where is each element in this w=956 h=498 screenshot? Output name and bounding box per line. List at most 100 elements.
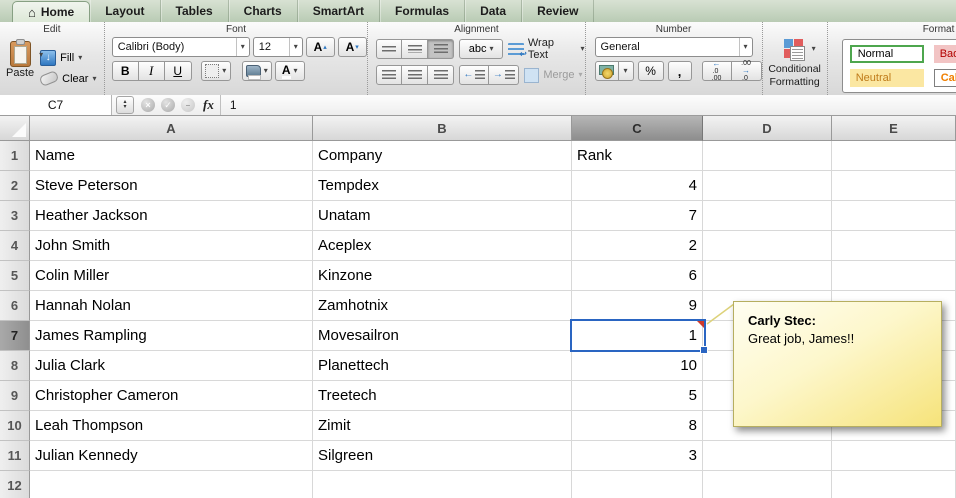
merge-button[interactable]: Merge ▾ <box>524 67 583 83</box>
cell-b4[interactable]: Aceplex <box>313 231 572 261</box>
fill-button[interactable]: ↓ Fill ▾ <box>40 49 96 66</box>
column-header-e[interactable]: E <box>832 116 956 141</box>
formula-builder-button[interactable]: – <box>181 98 195 112</box>
cell-b9[interactable]: Treetech <box>313 381 572 411</box>
cell-a5[interactable]: Colin Miller <box>30 261 313 291</box>
cell-a1[interactable]: Name <box>30 141 313 171</box>
cell-d3[interactable] <box>703 201 832 231</box>
cell-c7-selected[interactable]: 1 <box>572 321 703 351</box>
bold-button[interactable]: B <box>111 61 139 81</box>
cell-b6[interactable]: Zamhotnix <box>313 291 572 321</box>
name-box-stepper[interactable]: ▴ ▾ <box>116 96 134 114</box>
align-right-button[interactable] <box>428 65 455 85</box>
cell-a7[interactable]: James Rampling <box>30 321 313 351</box>
tab-layout[interactable]: Layout <box>90 0 161 22</box>
style-calculation[interactable]: Calculation <box>933 69 956 87</box>
cell-a8[interactable]: Julia Clark <box>30 351 313 381</box>
cell-c9[interactable]: 5 <box>572 381 703 411</box>
borders-button[interactable]: ▾ <box>200 61 231 81</box>
column-header-b[interactable]: B <box>313 116 572 141</box>
cell-e2[interactable] <box>832 171 956 201</box>
cell-c12[interactable] <box>572 471 703 498</box>
cell-b8[interactable]: Planettech <box>313 351 572 381</box>
decrease-decimal-button[interactable]: ← .0 .00 <box>701 60 732 82</box>
currency-dropdown-button[interactable]: ▾ <box>618 61 634 81</box>
style-neutral[interactable]: Neutral <box>849 69 924 87</box>
underline-button[interactable]: U <box>164 61 192 81</box>
fill-color-button[interactable]: ▾ <box>241 61 272 81</box>
wrap-text-button[interactable]: Wrap Text ▾ <box>508 37 585 61</box>
cell-a11[interactable]: Julian Kennedy <box>30 441 313 471</box>
decrease-indent-button[interactable]: ← <box>459 65 490 85</box>
font-family-select[interactable]: Calibri (Body) ▾ <box>111 37 250 57</box>
currency-button[interactable] <box>594 61 619 81</box>
cell-c5[interactable]: 6 <box>572 261 703 291</box>
tab-formulas[interactable]: Formulas <box>380 0 466 22</box>
row-header-11[interactable]: 11 <box>0 441 30 471</box>
cell-a4[interactable]: John Smith <box>30 231 313 261</box>
cell-b10[interactable]: Zimit <box>313 411 572 441</box>
fx-icon[interactable]: fx <box>203 97 214 112</box>
row-header-5[interactable]: 5 <box>0 261 30 291</box>
tab-tables[interactable]: Tables <box>161 0 229 22</box>
formula-input[interactable]: 1 <box>229 98 237 112</box>
style-bad[interactable]: Bad <box>933 45 956 63</box>
cell-d4[interactable] <box>703 231 832 261</box>
fill-dropdown-icon[interactable]: ▾ <box>78 52 83 62</box>
cell-a9[interactable]: Christopher Cameron <box>30 381 313 411</box>
cell-b3[interactable]: Unatam <box>313 201 572 231</box>
row-header-2[interactable]: 2 <box>0 171 30 201</box>
italic-button[interactable]: I <box>138 61 165 81</box>
number-format-select[interactable]: General ▾ <box>594 37 753 57</box>
clear-button[interactable]: Clear ▾ <box>38 70 96 87</box>
grow-font-button[interactable]: A ▴ <box>305 37 335 57</box>
align-bottom-button[interactable] <box>428 39 455 59</box>
cell-e11[interactable] <box>832 441 956 471</box>
cell-d12[interactable] <box>703 471 832 498</box>
cell-c4[interactable]: 2 <box>572 231 703 261</box>
row-header-1[interactable]: 1 <box>0 141 30 171</box>
cell-d1[interactable] <box>703 141 832 171</box>
cell-e3[interactable] <box>832 201 956 231</box>
row-header-12[interactable]: 12 <box>0 471 30 498</box>
conditional-formatting-button[interactable]: ▾ Conditional Formatting <box>763 22 828 95</box>
paste-dropdown-icon[interactable]: ▾ <box>39 50 44 59</box>
cell-b12[interactable] <box>313 471 572 498</box>
style-normal[interactable]: Normal <box>849 45 924 63</box>
tab-smartart[interactable]: SmartArt <box>298 0 381 22</box>
cell-c8[interactable]: 10 <box>572 351 703 381</box>
align-center-button[interactable] <box>402 65 429 85</box>
tab-data[interactable]: Data <box>465 0 523 22</box>
font-color-button[interactable]: A ▾ <box>274 61 305 81</box>
tab-review[interactable]: Review <box>522 0 595 22</box>
cell-c2[interactable]: 4 <box>572 171 703 201</box>
shrink-font-button[interactable]: A ▾ <box>337 37 367 57</box>
cell-a3[interactable]: Heather Jackson <box>30 201 313 231</box>
cell-b11[interactable]: Silgreen <box>313 441 572 471</box>
increase-decimal-button[interactable]: .00 → .0 <box>731 60 762 82</box>
cell-c10[interactable]: 8 <box>572 411 703 441</box>
align-middle-button[interactable] <box>402 39 429 59</box>
comma-style-button[interactable]: , <box>667 61 692 81</box>
cell-a10[interactable]: Leah Thompson <box>30 411 313 441</box>
cell-c11[interactable]: 3 <box>572 441 703 471</box>
font-size-select[interactable]: 12 ▾ <box>252 37 303 57</box>
cell-c1[interactable]: Rank <box>572 141 703 171</box>
cell-e1[interactable] <box>832 141 956 171</box>
comment-box[interactable]: Carly Stec: Great job, James!! <box>733 301 942 427</box>
orientation-button[interactable]: abc ▾ <box>459 39 503 59</box>
row-header-4[interactable]: 4 <box>0 231 30 261</box>
cell-b5[interactable]: Kinzone <box>313 261 572 291</box>
paste-button[interactable]: ▾ Paste <box>6 39 43 95</box>
cell-e5[interactable] <box>832 261 956 291</box>
increase-indent-button[interactable]: → <box>489 65 520 85</box>
cell-d5[interactable] <box>703 261 832 291</box>
select-all-corner[interactable] <box>0 116 30 141</box>
percent-style-button[interactable]: % <box>637 61 664 81</box>
cell-e4[interactable] <box>832 231 956 261</box>
row-header-8[interactable]: 8 <box>0 351 30 381</box>
column-header-c[interactable]: C <box>572 116 703 141</box>
cell-a6[interactable]: Hannah Nolan <box>30 291 313 321</box>
tab-charts[interactable]: Charts <box>229 0 298 22</box>
column-header-a[interactable]: A <box>30 116 313 141</box>
